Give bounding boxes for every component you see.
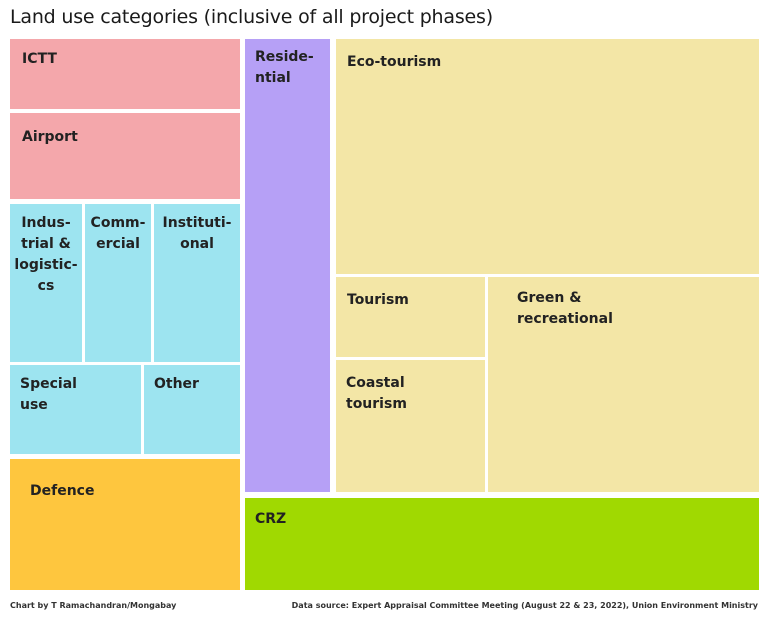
tile-label-crz: CRZ bbox=[255, 511, 287, 527]
tile-crz: CRZ bbox=[245, 498, 759, 590]
tile-airport: Airport bbox=[10, 113, 240, 199]
tile-residential: Reside- ntial bbox=[245, 39, 330, 492]
tile-label-defence: Defence bbox=[30, 483, 95, 499]
tile-ictt: ICTT bbox=[10, 39, 240, 109]
tile-green: Green & recreational bbox=[488, 277, 759, 492]
tile-label-special: Special use bbox=[20, 376, 77, 413]
tile-label-residential: Reside- ntial bbox=[255, 49, 314, 86]
tile-label-airport: Airport bbox=[22, 129, 78, 145]
tile-label-green: Green & recreational bbox=[517, 290, 613, 327]
tile-special: Special use bbox=[10, 365, 141, 454]
data-source: Data source: Expert Appraisal Committee … bbox=[291, 601, 758, 610]
tile-commercial: Comm- ercial bbox=[85, 204, 151, 362]
tile-industrial: Indus- trial & logistic- cs bbox=[10, 204, 82, 362]
tile-label-ictt: ICTT bbox=[22, 51, 57, 67]
tile-label-industrial: Indus- trial & logistic- cs bbox=[14, 215, 78, 294]
tile-ecotourism: Eco-tourism bbox=[336, 39, 759, 274]
chart-credit: Chart by T Ramachandran/Mongabay bbox=[10, 601, 177, 610]
tile-coastal: Coastal tourism bbox=[336, 360, 485, 492]
tile-label-coastal: Coastal tourism bbox=[346, 375, 407, 412]
tile-label-other: Other bbox=[154, 376, 199, 392]
tile-tourism: Tourism bbox=[336, 277, 485, 357]
tile-other: Other bbox=[144, 365, 240, 454]
tile-label-ecotourism: Eco-tourism bbox=[347, 54, 442, 70]
tile-label-institutional: Instituti- onal bbox=[162, 215, 232, 252]
tile-defence: Defence bbox=[10, 459, 240, 590]
tile-institutional: Instituti- onal bbox=[154, 204, 240, 362]
tile-label-commercial: Comm- ercial bbox=[90, 215, 146, 252]
tile-label-tourism: Tourism bbox=[347, 292, 409, 308]
chart-title: Land use categories (inclusive of all pr… bbox=[10, 6, 493, 28]
